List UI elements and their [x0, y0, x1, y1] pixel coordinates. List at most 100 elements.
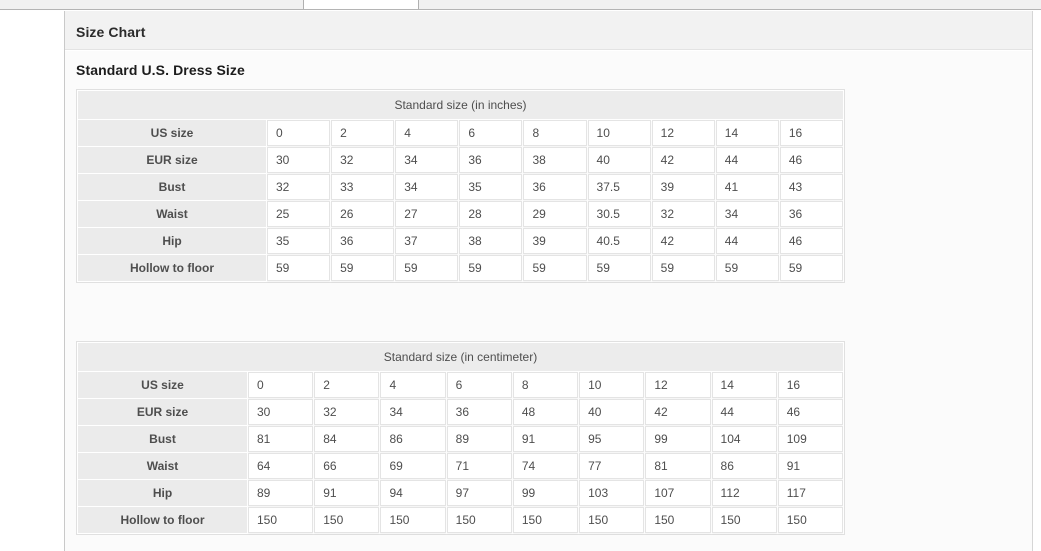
row-label: Hip: [78, 480, 247, 506]
measurement-cell: 46: [777, 399, 843, 425]
measurement-cell: 42: [645, 399, 711, 425]
measurement-cell: 59: [587, 255, 651, 281]
measurement-cell: 34: [395, 174, 459, 200]
table-row: Hip 89 91 94 97 99 103 107 112 117: [78, 480, 843, 506]
measurement-cell: 59: [779, 255, 843, 281]
measurement-cell: 8: [512, 372, 579, 398]
measurement-cell: 2: [331, 120, 395, 146]
measurement-cell: 99: [645, 426, 711, 452]
measurement-cell: 32: [267, 174, 331, 200]
measurement-cell: 64: [248, 453, 314, 479]
table-caption-row: Standard size (in inches): [78, 91, 843, 119]
measurement-cell: 35: [267, 228, 331, 254]
measurement-cell: 59: [715, 255, 779, 281]
measurement-cell: 32: [314, 399, 380, 425]
measurement-cell: 59: [651, 255, 715, 281]
measurement-cell: 89: [446, 426, 512, 452]
measurement-cell: 81: [645, 453, 711, 479]
measurement-cell: 2: [314, 372, 380, 398]
row-label: US size: [78, 120, 266, 146]
measurement-cell: 150: [645, 507, 711, 533]
measurement-cell: 40.5: [587, 228, 651, 254]
row-label: Hip: [78, 228, 266, 254]
measurement-cell: 40: [579, 399, 645, 425]
measurement-cell: 95: [579, 426, 645, 452]
measurement-cell: 107: [645, 480, 711, 506]
browser-tab-strip: [0, 0, 1041, 11]
table-row: Bust 81 84 86 89 91 95 99 104 109: [78, 426, 843, 452]
measurement-cell: 28: [459, 201, 523, 227]
measurement-cell: 150: [579, 507, 645, 533]
measurement-cell: 59: [459, 255, 523, 281]
measurement-cell: 44: [715, 147, 779, 173]
measurement-cell: 150: [314, 507, 380, 533]
page-left-gutter: [0, 11, 64, 551]
measurement-cell: 44: [711, 399, 777, 425]
measurement-cell: 41: [715, 174, 779, 200]
measurement-cell: 59: [395, 255, 459, 281]
table-row: Waist 25 26 27 28 29 30.5 32 34 36: [78, 201, 843, 227]
measurement-cell: 40: [587, 147, 651, 173]
measurement-cell: 32: [651, 201, 715, 227]
measurement-cell: 97: [446, 480, 512, 506]
table-row: US size 0 2 4 6 8 10 12 14 16: [78, 372, 843, 398]
measurement-cell: 34: [380, 399, 446, 425]
measurement-cell: 4: [395, 120, 459, 146]
page-right-gutter: [1033, 11, 1041, 551]
measurement-cell: 36: [459, 147, 523, 173]
panel-body: Standard U.S. Dress Size Standard size (…: [65, 51, 1032, 551]
measurement-cell: 71: [446, 453, 512, 479]
measurement-cell: 6: [459, 120, 523, 146]
row-label: Waist: [78, 453, 247, 479]
size-table-centimeter-grid: Standard size (in centimeter) US size 0 2 4 6…: [77, 342, 844, 534]
table-row: Hollow to floor 150 150 150 150 150 150 150 150 1…: [78, 507, 843, 533]
measurement-cell: 37: [395, 228, 459, 254]
size-table-inches: Standard size (in inches) US size 0 2 4 6 8 10 1…: [76, 89, 845, 283]
size-table-inches-body: Standard size (in inches) US size 0 2 4 6 8 10 1…: [78, 91, 843, 281]
measurement-cell: 16: [779, 120, 843, 146]
panel-header: Size Chart: [65, 11, 1032, 50]
table-row: Hip 35 36 37 38 39 40.5 42 44 46: [78, 228, 843, 254]
table-row: US size 0 2 4 6 8 10 12 14 16: [78, 120, 843, 146]
measurement-cell: 38: [523, 147, 587, 173]
measurement-cell: 4: [380, 372, 446, 398]
measurement-cell: 6: [446, 372, 512, 398]
browser-viewport: Size Chart Standard U.S. Dress Size Stan…: [0, 11, 1041, 551]
row-label: Hollow to floor: [78, 255, 266, 281]
measurement-cell: 150: [446, 507, 512, 533]
measurement-cell: 12: [645, 372, 711, 398]
measurement-cell: 26: [331, 201, 395, 227]
browser-active-tab[interactable]: [303, 0, 419, 10]
measurement-cell: 91: [512, 426, 579, 452]
table-caption: Standard size (in centimeter): [78, 343, 843, 371]
measurement-cell: 43: [779, 174, 843, 200]
measurement-cell: 74: [512, 453, 579, 479]
measurement-cell: 42: [651, 147, 715, 173]
measurement-cell: 36: [779, 201, 843, 227]
measurement-cell: 25: [267, 201, 331, 227]
page-title: Size Chart: [76, 24, 146, 40]
size-table-centimeter: Standard size (in centimeter) US size 0 2 4 6…: [76, 341, 845, 535]
measurement-cell: 86: [380, 426, 446, 452]
measurement-cell: 44: [715, 228, 779, 254]
measurement-cell: 46: [779, 228, 843, 254]
measurement-cell: 112: [711, 480, 777, 506]
measurement-cell: 36: [331, 228, 395, 254]
measurement-cell: 29: [523, 201, 587, 227]
measurement-cell: 27: [395, 201, 459, 227]
measurement-cell: 35: [459, 174, 523, 200]
measurement-cell: 10: [579, 372, 645, 398]
measurement-cell: 0: [267, 120, 331, 146]
measurement-cell: 36: [446, 399, 512, 425]
measurement-cell: 94: [380, 480, 446, 506]
size-table-centimeter-body: Standard size (in centimeter) US size 0 2 4 6…: [78, 343, 843, 533]
measurement-cell: 30: [248, 399, 314, 425]
measurement-cell: 150: [777, 507, 843, 533]
measurement-cell: 104: [711, 426, 777, 452]
measurement-cell: 0: [248, 372, 314, 398]
measurement-cell: 81: [248, 426, 314, 452]
table-row: Waist 64 66 69 71 74 77 81 86 91: [78, 453, 843, 479]
measurement-cell: 8: [523, 120, 587, 146]
measurement-cell: 59: [523, 255, 587, 281]
measurement-cell: 150: [248, 507, 314, 533]
